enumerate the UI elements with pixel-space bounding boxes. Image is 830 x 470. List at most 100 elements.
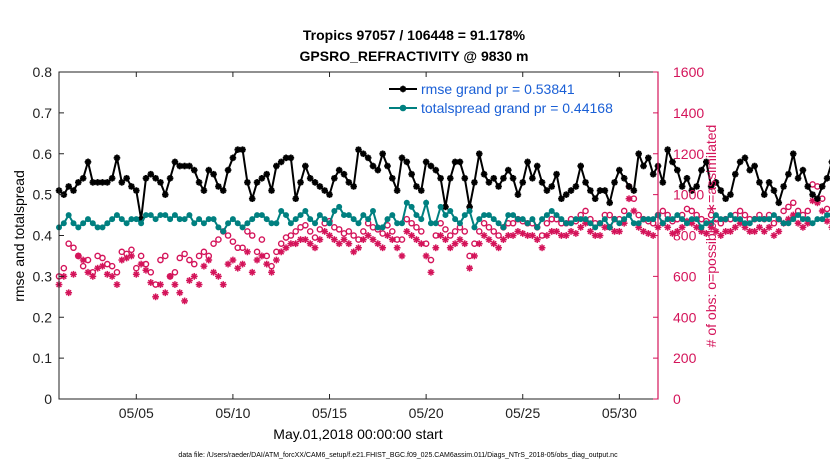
- totalspread-point: [693, 216, 700, 223]
- rmse-point: [408, 170, 415, 178]
- totalspread-point: [234, 220, 241, 227]
- obs-possible-point: [635, 211, 642, 219]
- obs-possible-point: [99, 254, 106, 262]
- totalspread-point: [577, 216, 584, 223]
- rmse-point: [311, 179, 319, 186]
- rmse-point: [533, 162, 541, 170]
- rmse-point: [756, 179, 763, 186]
- totalspread-point: [273, 220, 280, 227]
- rmse-point: [775, 199, 783, 207]
- obs-possible-point: [427, 256, 435, 264]
- rmse-point: [620, 174, 628, 182]
- totalspread-point: [229, 216, 236, 223]
- rmse-point: [306, 174, 314, 182]
- rmse-point: [683, 174, 691, 182]
- rmse-point: [809, 191, 816, 198]
- rmse-point: [340, 170, 348, 178]
- totalspread-point: [804, 216, 811, 223]
- rmse-point: [456, 158, 464, 166]
- obs-assimilated-point: [292, 240, 300, 248]
- rmse-point: [166, 174, 174, 182]
- totalspread-point: [790, 216, 797, 223]
- obs-assimilated-point: [210, 268, 217, 276]
- obs-assimilated-point: [625, 195, 633, 203]
- obs-assimilated-point: [586, 228, 594, 235]
- totalspread-point: [780, 220, 787, 227]
- rmse-point: [558, 195, 565, 203]
- totalspread-point: [640, 216, 647, 223]
- totalspread-point: [505, 212, 512, 219]
- obs-assimilated-point: [756, 223, 763, 231]
- rmse-point: [128, 183, 135, 190]
- totalspread-point: [205, 216, 212, 223]
- obs-possible-point: [461, 228, 469, 235]
- totalspread-point: [722, 216, 729, 223]
- obs-assimilated-point: [200, 262, 208, 270]
- totalspread-point: [403, 199, 410, 206]
- obs-assimilated-point: [529, 232, 536, 239]
- obs-assimilated-point: [398, 252, 406, 260]
- rmse-point: [157, 179, 164, 186]
- rmse-point: [360, 150, 367, 158]
- rmse-point: [645, 154, 652, 162]
- rmse-point: [248, 195, 256, 203]
- totalspread-point: [761, 216, 768, 223]
- totalspread-point: [341, 212, 348, 219]
- obs-possible-point: [804, 207, 812, 215]
- totalspread-point: [587, 220, 594, 227]
- rmse-point: [113, 154, 121, 162]
- obs-possible-point: [417, 228, 425, 235]
- obs-assimilated-point: [355, 244, 362, 252]
- totalspread-point: [413, 212, 420, 219]
- obs-possible-point: [161, 252, 169, 260]
- totalspread-point: [698, 224, 705, 231]
- series-layer: [55, 145, 830, 305]
- obs-possible-point: [442, 226, 449, 233]
- obs-assimilated-point: [388, 236, 396, 243]
- totalspread-point: [746, 220, 753, 227]
- totalspread-point: [278, 207, 285, 214]
- rmse-point: [504, 166, 512, 174]
- obs-assimilated-point: [263, 260, 271, 268]
- rmse-point: [461, 174, 469, 182]
- rmse-point: [818, 183, 826, 190]
- obs-assimilated-point: [108, 272, 116, 280]
- rmse-point: [524, 158, 531, 166]
- obs-possible-point: [389, 228, 396, 235]
- obs-assimilated-point: [533, 236, 541, 243]
- obs-assimilated-point: [132, 270, 140, 278]
- rmse-point: [302, 162, 309, 170]
- y2-tick-label: 1600: [673, 64, 704, 80]
- totalspread-point: [447, 207, 454, 214]
- obs-possible-point: [60, 264, 68, 272]
- obs-assimilated-point: [253, 256, 261, 264]
- obs-possible-point: [780, 207, 787, 215]
- obs-assimilated-point: [277, 248, 285, 256]
- rmse-point: [799, 166, 807, 174]
- rmse-point: [572, 183, 580, 190]
- totalspread-point: [109, 216, 116, 223]
- totalspread-point: [432, 220, 439, 227]
- rmse-point: [529, 174, 536, 182]
- obs-possible-point: [509, 219, 517, 227]
- obs-assimilated-point: [615, 228, 623, 235]
- totalspread-point: [360, 212, 367, 219]
- totalspread-point: [461, 212, 468, 219]
- obs-assimilated-point: [422, 252, 430, 260]
- totalspread-point: [200, 220, 207, 227]
- rmse-point: [152, 174, 159, 182]
- obs-possible-point: [113, 268, 121, 276]
- obs-assimilated-point: [437, 232, 445, 239]
- obs-assimilated-point: [480, 232, 488, 239]
- rmse-point: [345, 179, 353, 186]
- obs-assimilated-point: [282, 244, 290, 252]
- rmse-point: [727, 191, 734, 198]
- obs-assimilated-point: [258, 252, 266, 260]
- totalspread-point: [128, 216, 135, 223]
- totalspread-point: [321, 216, 328, 223]
- metric-series-1: [56, 198, 830, 235]
- rmse-point: [582, 179, 589, 186]
- rmse-point: [210, 170, 217, 178]
- totalspread-point: [408, 203, 415, 210]
